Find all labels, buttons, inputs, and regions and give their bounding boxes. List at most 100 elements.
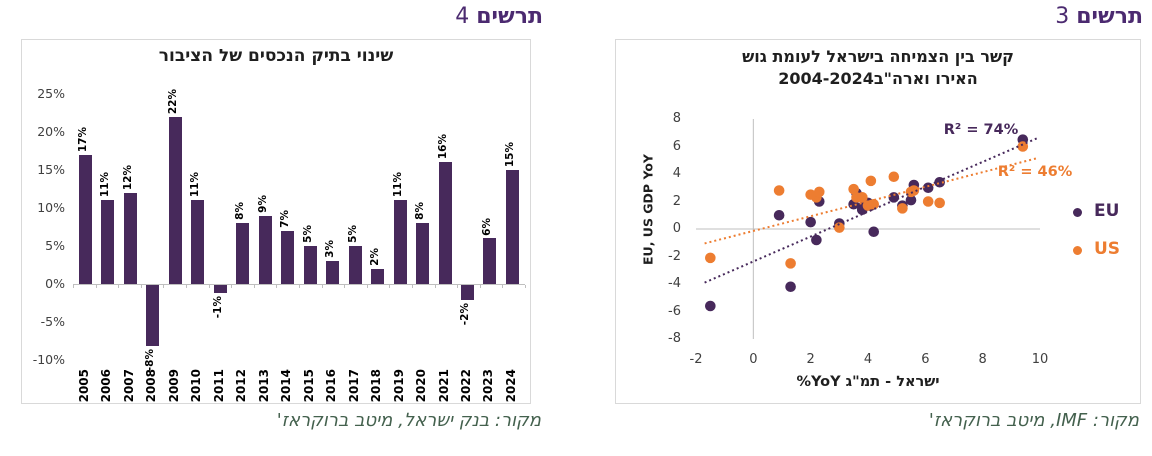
- bar: [416, 223, 430, 284]
- bar-year-label: 2012: [234, 369, 249, 403]
- bar-year-label: 2013: [256, 369, 271, 403]
- scatter-x-tick-label: 4: [863, 352, 873, 367]
- bar-year-label: 2021: [436, 369, 451, 403]
- bar-year-label: 2008: [144, 369, 159, 403]
- bar: [258, 215, 272, 284]
- figure-3-header-word: תרשים: [1076, 4, 1143, 29]
- bar-axis-tick: [95, 285, 97, 288]
- scatter-point-us: [705, 252, 716, 264]
- bar-axis-tick: [163, 285, 165, 288]
- bar-value-label: -8%: [144, 348, 157, 371]
- bar-value-label: 11%: [189, 172, 202, 198]
- figure-4-header: תרשים 4: [453, 3, 543, 31]
- scatter-point-eu: [705, 300, 716, 312]
- bar-chart-source: מקור: בנק ישראל, מיטב ברוקראז': [276, 410, 541, 431]
- bar-year-label: 2006: [99, 369, 114, 403]
- bar: [236, 223, 250, 284]
- scatter-x-axis-title-en: %YoY: [796, 374, 841, 390]
- bar: [371, 268, 385, 284]
- bar-chart-title: שינוי בתיק הנכסים של הציבור: [158, 46, 394, 66]
- bar: [146, 285, 160, 346]
- figure-3-header-number: 3: [1055, 4, 1070, 29]
- legend-label-eu: EU: [1094, 201, 1120, 221]
- bar-value-label: 5%: [346, 225, 359, 243]
- bar-y-tick-label: 0%: [45, 276, 65, 291]
- bar-value-label: -2%: [458, 303, 471, 326]
- bar-axis-tick: [366, 285, 368, 288]
- scatter-point-us: [1017, 141, 1029, 152]
- figure-4-header-word: תרשים: [476, 4, 543, 29]
- trendline-eu: [704, 137, 1038, 284]
- scatter-y-tick-label: -8: [668, 331, 681, 346]
- bar-plot: 25% 20% 15% 10% 5% 0% -5% -10% 17% 2005 11% 2006 12%…: [22, 40, 530, 403]
- legend-label-us: US: [1094, 239, 1121, 259]
- bar-axis-tick: [412, 285, 413, 288]
- r2-label-eu: R² = 74%: [943, 122, 1019, 138]
- bar-y-tick-label: 10%: [37, 200, 65, 215]
- scatter-point-eu: [785, 281, 796, 293]
- bar-axis-tick: [118, 285, 120, 288]
- bar-value-label: 8%: [414, 202, 427, 221]
- bar-axis-tick: [502, 285, 504, 288]
- bar: [213, 285, 227, 293]
- bar-year-label: 2019: [391, 369, 406, 403]
- scatter-x-tick-label: -2: [689, 352, 703, 367]
- bar: [303, 246, 317, 284]
- bar-axis-tick: [299, 285, 300, 288]
- bar-axis-tick: [457, 285, 459, 288]
- scatter-x-tick-label: 2: [806, 352, 815, 367]
- bar-year-label: 2010: [189, 369, 204, 403]
- scatter-y-tick-label: -6: [668, 303, 681, 319]
- scatter-point-us: [848, 183, 859, 195]
- scatter-y-tick-label: 6: [672, 138, 681, 154]
- scatter-x-tick-label: 0: [749, 352, 758, 367]
- scatter-x-axis-title: ישראל - תמ"ג %YoY: [718, 374, 1018, 390]
- scatter-point-eu: [811, 234, 822, 246]
- bar-chart-box: שינוי בתיק הנכסים של הציבור 25% 20% 15% 10%…: [21, 39, 531, 404]
- bar-year-label: 2018: [369, 369, 384, 403]
- bar-axis-tick: [231, 285, 233, 288]
- scatter-point-us: [922, 196, 934, 207]
- scatter-point-us: [813, 186, 825, 198]
- scatter-point-us: [856, 192, 868, 203]
- scatter-chart-title-line2: האירו וארה"ב2004-2024: [778, 69, 978, 88]
- bar-axis-tick: [186, 285, 187, 288]
- bar-value-label: 7%: [279, 209, 292, 228]
- scatter-point-eu: [805, 216, 816, 228]
- bar: [191, 200, 205, 284]
- bar: [348, 246, 362, 284]
- bar-value-label: 12%: [121, 164, 134, 190]
- bar: [393, 200, 407, 284]
- scatter-point-us: [934, 197, 945, 209]
- scatter-y-tick-label: -4: [668, 276, 681, 291]
- scatter-point-us: [773, 185, 785, 196]
- bar: [123, 192, 137, 284]
- bar-y-tick-label: 5%: [45, 238, 65, 253]
- bar: [168, 116, 182, 284]
- bar-zero-axis: [73, 284, 525, 285]
- bar-y-tick-label: 15%: [37, 162, 65, 177]
- bar-year-label: 2024: [503, 369, 518, 403]
- bar-year-label: 2022: [458, 369, 473, 403]
- scatter-x-tick-label: 8: [978, 352, 987, 367]
- scatter-x-axis-title-he: ישראל - תמ"ג: [845, 374, 940, 390]
- scatter-chart-box: קשר בין הצמיחה בישראל לעומת גוש האירו וא…: [615, 39, 1141, 404]
- scatter-point-eu: [773, 209, 785, 221]
- bar-value-label: 5%: [301, 225, 314, 243]
- scatter-y-tick-label: 0: [672, 221, 681, 236]
- bar-axis-tick: [253, 285, 255, 288]
- bar-y-tick-label: -10%: [32, 352, 65, 367]
- bar-axis-tick: [389, 285, 391, 288]
- bar: [281, 230, 295, 284]
- bar: [326, 261, 340, 284]
- bar-value-label: 2%: [369, 247, 382, 266]
- scatter-chart-source: מקור: IMF, מיטב ברוקראז': [928, 410, 1139, 431]
- bar-year-label: 2020: [414, 369, 429, 403]
- bar-y-tick-label: 20%: [37, 124, 65, 139]
- scatter-point-eu: [868, 226, 880, 238]
- bar: [483, 238, 497, 284]
- bar-year-label: 2011: [211, 369, 226, 403]
- bar-value-label: 8%: [234, 202, 247, 221]
- bar: [101, 200, 115, 284]
- bar-axis-tick: [434, 285, 436, 288]
